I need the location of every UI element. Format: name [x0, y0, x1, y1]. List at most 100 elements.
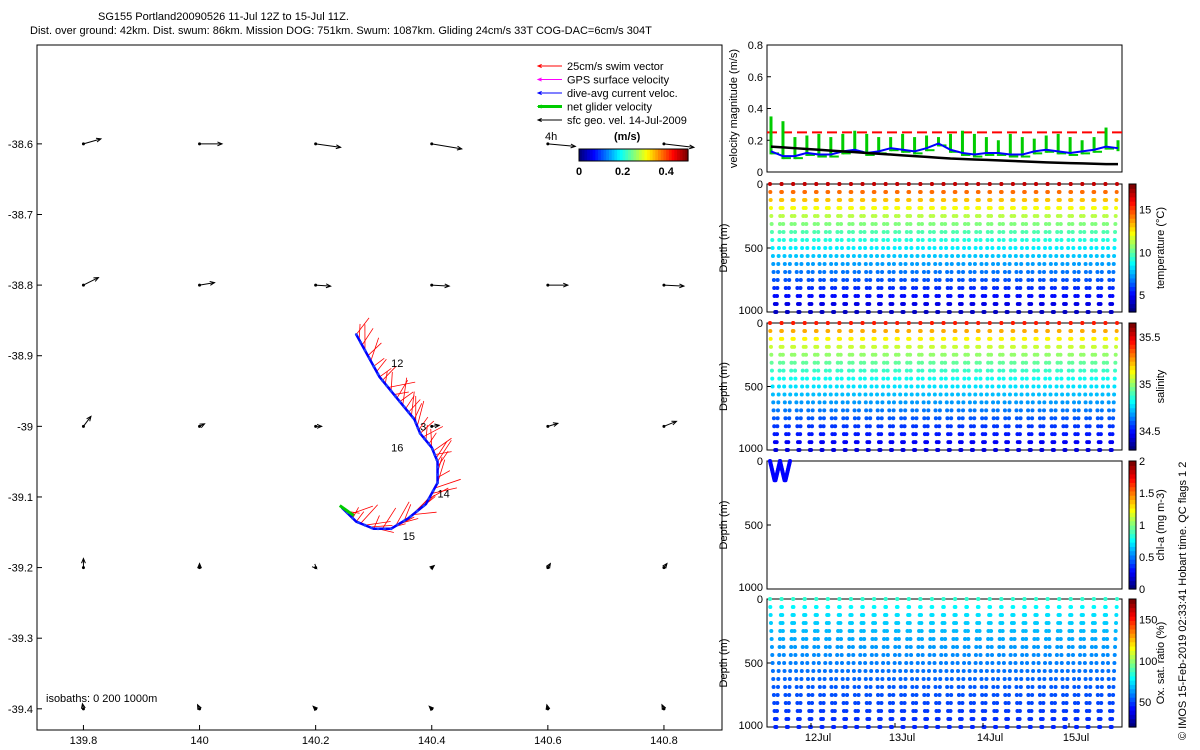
profile-sample-point	[999, 182, 1004, 186]
profile-sample-point	[832, 302, 837, 306]
profile-sample-point	[811, 384, 816, 389]
profile-sample-point	[1078, 360, 1083, 365]
profile-colorbar-tick-label: 34.5	[1139, 426, 1160, 438]
profile-sample-point	[826, 328, 831, 333]
profile-sample-point	[774, 310, 779, 314]
profile-sample-point	[870, 645, 875, 649]
profile-sample-point	[1105, 368, 1110, 373]
profile-sample-point	[1047, 653, 1052, 657]
profile-sample-point	[1002, 392, 1007, 397]
track-day-label: 14	[438, 488, 450, 500]
profile-sample-point	[913, 725, 918, 729]
profile-sample-point	[1077, 246, 1082, 250]
profile-sample-point	[845, 693, 850, 697]
profile-sample-point	[821, 432, 826, 437]
profile-sample-point	[864, 685, 869, 689]
profile-sample-point	[849, 190, 854, 194]
profile-sample-point	[949, 278, 954, 282]
profile-sample-point	[909, 392, 914, 397]
profile-sample-point	[1043, 230, 1048, 234]
profile-sample-point	[1070, 352, 1075, 357]
profile-sample-point	[1098, 432, 1103, 437]
profile-sample-point	[897, 246, 902, 250]
profile-sample-point	[1094, 384, 1099, 389]
profile-sample-point	[1028, 310, 1033, 314]
profile-sample-point	[1054, 246, 1059, 250]
profile-y-tick-label: 500	[745, 243, 763, 255]
profile-sample-point	[841, 416, 846, 421]
profile-sample-point	[803, 206, 808, 210]
profile-sample-point	[982, 725, 987, 729]
profile-sample-point	[828, 669, 833, 673]
profile-sample-point	[1034, 328, 1039, 333]
profile-sample-point	[857, 661, 862, 665]
profile-sample-point	[916, 360, 921, 365]
profile-sample-point	[990, 384, 995, 389]
profile-sample-point	[1101, 230, 1106, 234]
profile-sample-point	[1113, 360, 1118, 365]
profile-sample-point	[1113, 645, 1118, 649]
profile-colorbar-swatch	[1129, 290, 1136, 296]
profile-sample-point	[821, 286, 826, 290]
profile-sample-point	[862, 238, 867, 242]
profile-sample-point	[1006, 701, 1011, 705]
profile-sample-point	[806, 685, 811, 689]
profile-sample-point	[1095, 278, 1100, 282]
profile-sample-point	[1055, 637, 1060, 641]
profile-sample-point	[787, 408, 792, 413]
profile-sample-point	[1048, 392, 1053, 397]
profile-sample-point	[850, 645, 855, 649]
profile-sample-point	[1006, 424, 1011, 429]
profile-sample-point	[777, 222, 782, 226]
profile-sample-point	[821, 424, 826, 429]
profile-sample-point	[1023, 629, 1028, 633]
track-point	[376, 372, 380, 376]
profile-sample-point	[816, 246, 821, 250]
swim-vector	[370, 337, 380, 362]
profile-sample-point	[921, 400, 926, 405]
profile-sample-point	[965, 198, 970, 202]
profile-sample-point	[869, 238, 874, 242]
x-tick-label: 140.6	[534, 735, 562, 747]
track-point	[407, 410, 410, 414]
profile-sample-point	[950, 246, 955, 250]
profile-sample-point	[862, 230, 867, 234]
geo-velocity-arrowhead	[209, 280, 216, 286]
profile-sample-point	[777, 238, 782, 242]
profile-sample-point	[945, 701, 950, 705]
profile-sample-point	[1092, 198, 1097, 202]
profile-sample-point	[879, 294, 884, 298]
profile-sample-point	[872, 198, 877, 202]
profile-sample-point	[1032, 360, 1037, 365]
profile-sample-point	[1036, 653, 1041, 657]
profile-sample-point	[787, 270, 792, 274]
profile-sample-point	[897, 230, 902, 234]
profile-sample-point	[916, 637, 921, 641]
profile-sample-point	[1061, 701, 1066, 705]
profile-sample-point	[909, 661, 914, 665]
profile-colorbar-swatch	[1129, 269, 1136, 275]
profile-sample-point	[812, 230, 817, 234]
colorbar-swatch	[600, 149, 605, 161]
geo-vector-origin	[81, 566, 85, 570]
profile-sample-point	[873, 629, 878, 633]
velocity-y-tick-label: 0	[757, 167, 763, 179]
profile-sample-point	[1065, 392, 1070, 397]
profile-sample-point	[953, 605, 958, 609]
profile-sample-point	[1066, 661, 1071, 665]
profile-sample-point	[1031, 392, 1036, 397]
profile-sample-point	[879, 701, 884, 705]
profile-sample-point	[800, 230, 805, 234]
profile-sample-point	[795, 693, 800, 697]
profile-sample-point	[1110, 701, 1115, 705]
profile-sample-point	[984, 262, 989, 266]
profile-sample-point	[799, 392, 804, 397]
profile-sample-point	[793, 246, 798, 250]
profile-sample-point	[1111, 262, 1116, 266]
profile-sample-point	[861, 613, 866, 617]
profile-sample-point	[862, 360, 867, 365]
profile-sample-point	[962, 246, 967, 250]
profile-sample-point	[875, 669, 880, 673]
profile-sample-point	[925, 302, 930, 306]
profile-sample-point	[833, 693, 838, 697]
